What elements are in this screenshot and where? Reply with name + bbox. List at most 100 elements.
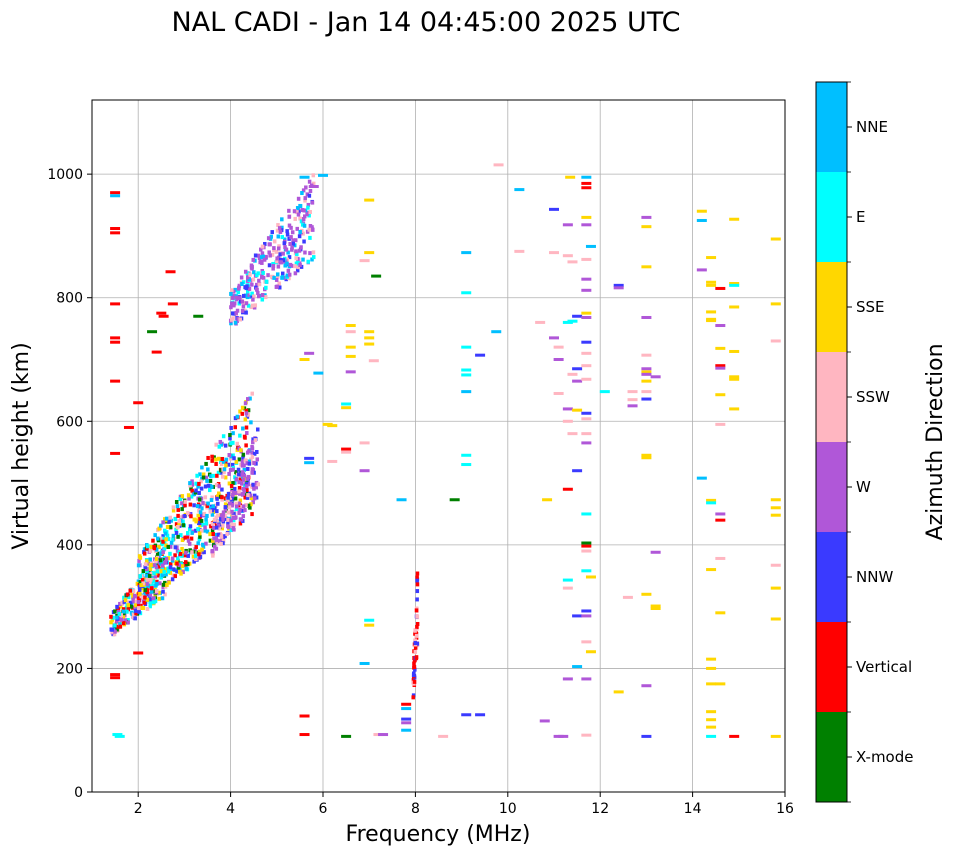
echo-point xyxy=(245,431,249,436)
echo-point xyxy=(217,526,222,531)
echo-point xyxy=(212,517,217,522)
echo-point xyxy=(159,536,164,541)
echo-point xyxy=(299,358,310,361)
echo-point xyxy=(113,629,117,634)
echo-point xyxy=(253,253,258,258)
echo-point xyxy=(188,524,193,529)
echo-point xyxy=(272,275,276,280)
echo-point xyxy=(770,563,781,567)
echo-point xyxy=(285,229,289,234)
echo-point xyxy=(194,519,198,524)
echo-point xyxy=(152,563,157,568)
echo-point xyxy=(298,229,302,234)
echo-point xyxy=(251,500,255,505)
echo-point xyxy=(157,526,161,531)
echo-point xyxy=(186,553,190,558)
echo-point xyxy=(123,425,134,429)
echo-point xyxy=(415,621,420,626)
echo-point xyxy=(274,284,279,289)
echo-point xyxy=(174,530,179,535)
echo-point xyxy=(581,340,592,344)
echo-point xyxy=(222,467,227,472)
echo-point xyxy=(201,544,206,549)
echo-point xyxy=(184,566,189,571)
echo-point xyxy=(572,367,583,371)
y-tick-label: 800 xyxy=(56,291,83,307)
echo-point xyxy=(183,553,187,558)
echo-point xyxy=(162,555,167,560)
colorbar-label: SSE xyxy=(856,298,885,316)
echo-point xyxy=(241,455,245,460)
echo-point xyxy=(553,391,564,395)
echo-point xyxy=(154,559,158,564)
echo-point xyxy=(267,263,272,268)
echo-point xyxy=(562,586,573,590)
echo-point xyxy=(232,522,237,527)
echo-point xyxy=(378,733,389,737)
echo-point xyxy=(287,214,292,219)
echo-point xyxy=(144,567,149,572)
echo-point xyxy=(175,556,180,561)
echo-point xyxy=(155,551,160,556)
echo-point xyxy=(461,463,472,467)
echo-point xyxy=(190,479,194,484)
echo-point xyxy=(539,719,550,723)
echo-point xyxy=(254,461,258,466)
echo-point xyxy=(247,459,251,464)
echo-point xyxy=(641,367,652,371)
echo-point xyxy=(274,249,279,254)
echo-point xyxy=(345,345,356,349)
echo-point xyxy=(197,552,201,557)
echo-point xyxy=(327,424,338,428)
echo-point xyxy=(413,645,418,650)
echo-point xyxy=(247,461,252,466)
echo-point xyxy=(145,559,149,564)
echo-point xyxy=(308,209,312,214)
echo-point xyxy=(706,498,717,502)
x-tick-label: 12 xyxy=(591,801,609,817)
echo-point xyxy=(715,518,726,522)
echo-point xyxy=(438,734,449,738)
echo-point xyxy=(770,498,781,502)
x-tick-label: 16 xyxy=(776,801,794,817)
echo-point xyxy=(197,481,201,486)
echo-point xyxy=(205,478,209,483)
x-tick-label: 10 xyxy=(499,801,517,817)
echo-point xyxy=(260,297,265,302)
colorbar: X-mode Vertical NNW W SSW SSE E NNE xyxy=(815,81,913,803)
echo-point xyxy=(133,651,144,655)
echo-point xyxy=(231,492,235,497)
echo-point xyxy=(174,527,178,532)
echo-point xyxy=(287,255,292,260)
echo-point xyxy=(235,414,240,419)
echo-point xyxy=(151,600,156,605)
echo-point xyxy=(270,252,275,257)
echo-point xyxy=(581,186,592,190)
echo-point xyxy=(553,358,564,361)
colorbar-label: NNE xyxy=(856,118,888,136)
echo-point xyxy=(221,538,226,543)
echo-point xyxy=(581,377,592,381)
echo-point xyxy=(231,481,235,486)
echo-point xyxy=(295,252,299,257)
echo-point xyxy=(221,459,226,464)
echo-point xyxy=(162,536,166,541)
echo-point xyxy=(290,230,295,235)
echo-point xyxy=(219,534,224,539)
echo-point xyxy=(223,443,228,448)
echo-point xyxy=(250,454,255,459)
echo-point xyxy=(198,513,203,518)
echo-point xyxy=(280,275,285,280)
echo-point xyxy=(706,568,717,572)
echo-point xyxy=(302,214,307,219)
grid-lines xyxy=(92,100,785,792)
echo-point xyxy=(413,628,417,633)
echo-point xyxy=(296,265,300,270)
echo-point xyxy=(117,611,122,616)
echo-point xyxy=(294,249,298,254)
echo-point xyxy=(166,537,171,542)
echo-point xyxy=(210,521,215,526)
echo-point xyxy=(562,419,573,423)
echo-point xyxy=(242,463,246,468)
echo-point xyxy=(161,539,165,544)
